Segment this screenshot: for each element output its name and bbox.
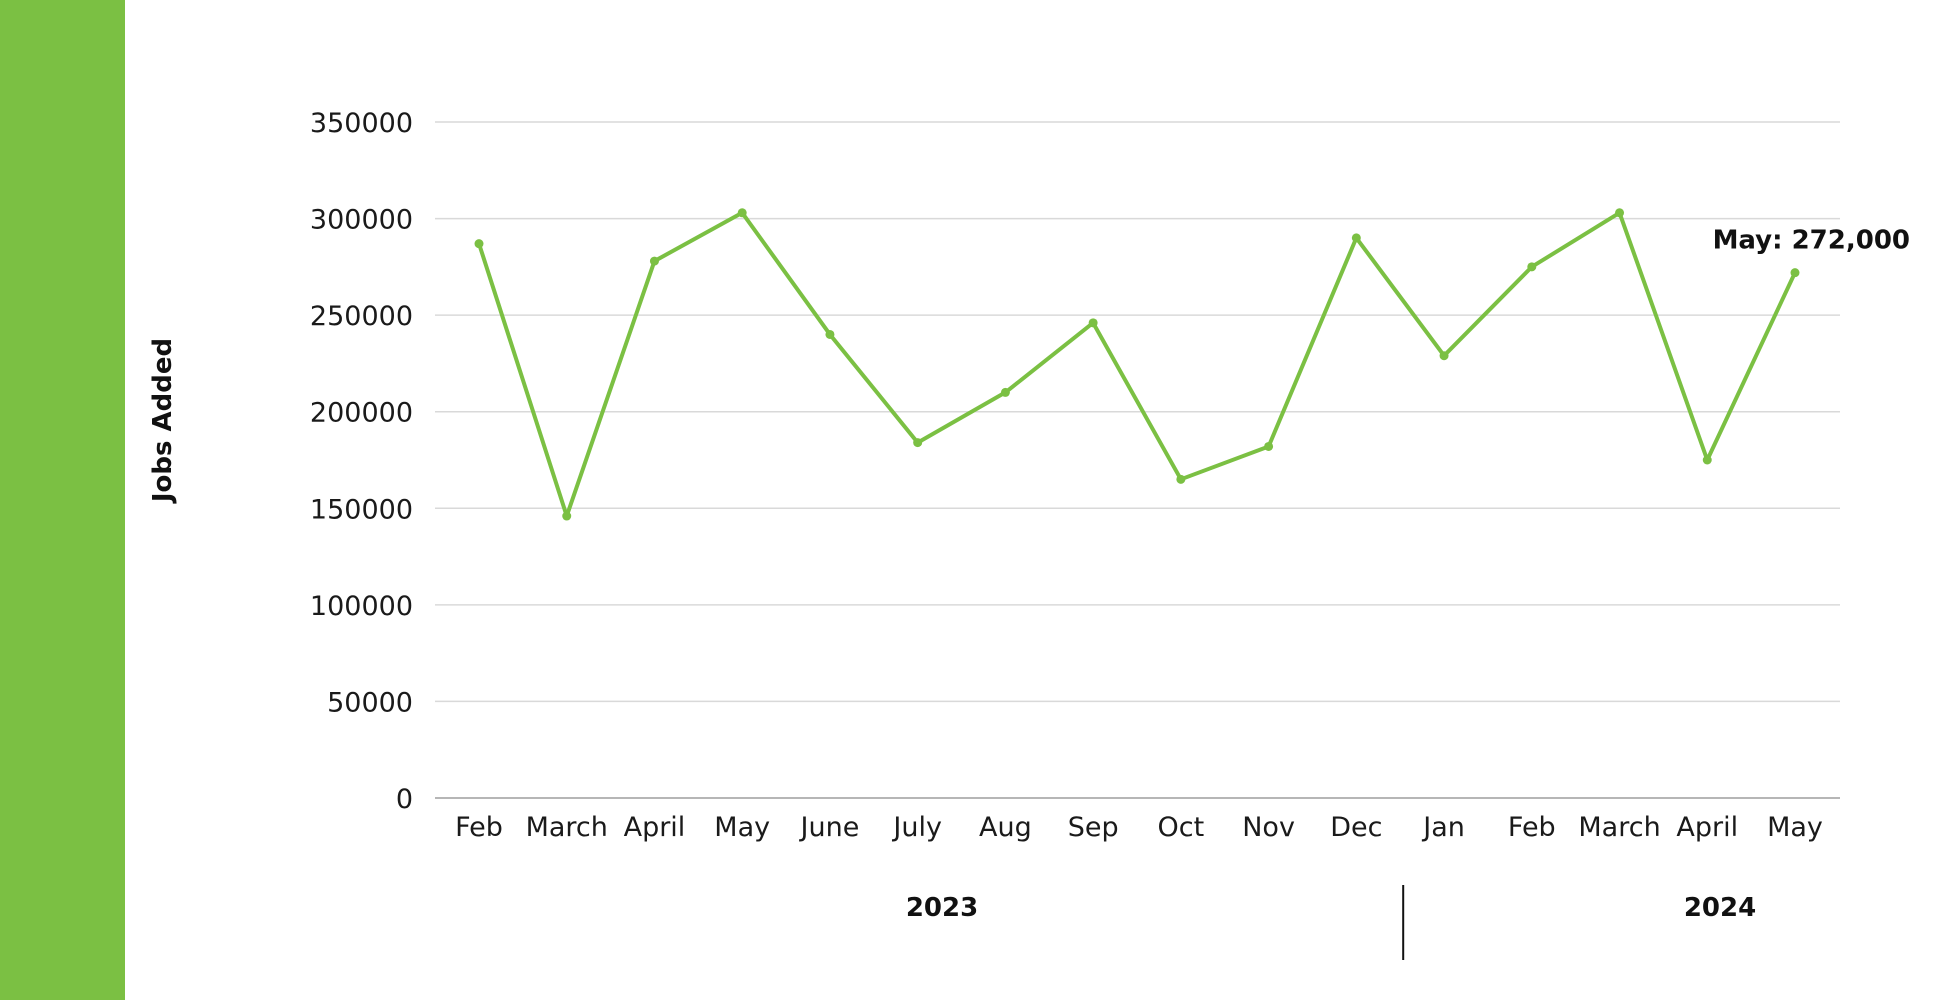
data-point [474,239,484,249]
x-tick-label: Jan [1421,812,1465,843]
x-tick-label: April [1676,812,1738,843]
y-tick-label: 50000 [327,687,413,718]
data-point [1351,233,1361,243]
data-point [649,256,659,266]
y-tick-label: 350000 [310,108,413,139]
data-annotation: May: 272,000 [1713,226,1910,256]
x-tick-label: Feb [1508,812,1556,843]
data-point [1615,208,1625,218]
y-tick-label: 250000 [310,301,413,332]
x-tick-label: June [799,812,860,843]
x-tick-label: Aug [979,812,1032,843]
data-point [1439,351,1449,361]
group-label: 2024 [1684,893,1756,923]
data-point [1702,455,1712,465]
x-tick-label: May [1767,812,1823,843]
y-tick-label: 300000 [310,205,413,236]
data-point [1176,474,1186,484]
series-line [477,210,1797,519]
data-point [562,511,572,521]
y-tick-label: 100000 [310,591,413,622]
data-point [1000,387,1010,397]
x-tick-label: Dec [1330,812,1382,843]
data-point [913,438,923,448]
data-point [737,208,747,218]
data-point [1264,441,1274,451]
data-point [825,329,835,339]
x-tick-label: Feb [455,812,503,843]
x-tick-label: Nov [1242,812,1295,843]
x-tick-label: Sep [1068,812,1119,843]
y-tick-label: 150000 [310,494,413,525]
accent-sidebar [0,0,125,1000]
data-point [1088,318,1098,328]
x-tick-label: May [714,812,770,843]
x-tick-label: April [624,812,686,843]
data-point [1527,262,1537,272]
x-tick-label: March [526,812,608,843]
data-point [1790,268,1800,278]
y-tick-label: 0 [396,784,413,815]
x-tick-label: July [891,812,942,843]
y-tick-label: 200000 [310,398,413,429]
group-label: 2023 [906,893,978,923]
x-tick-label: March [1578,812,1660,843]
x-tick-label: Oct [1158,812,1205,843]
